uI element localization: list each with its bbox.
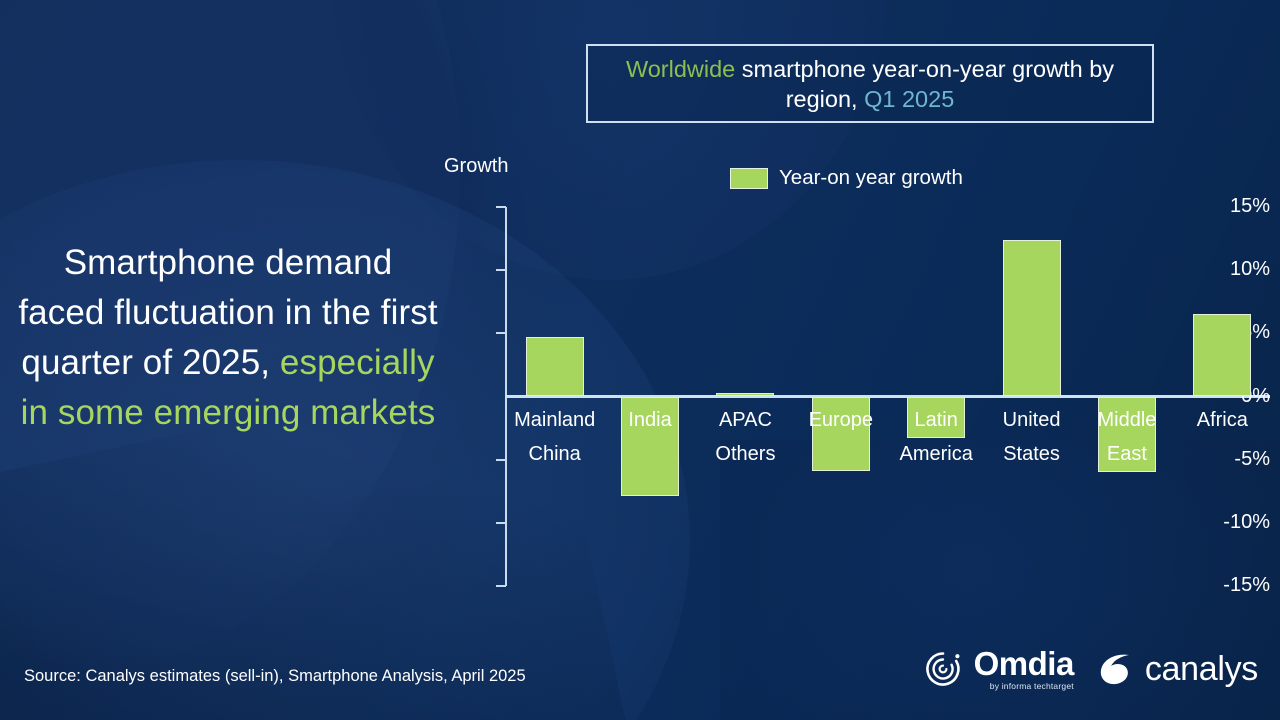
bar[interactable] (907, 396, 966, 439)
bar-group[interactable]: Europe (809, 207, 873, 586)
bar-group[interactable]: Middle East (1097, 207, 1156, 586)
chart-legend: Year-on year growth (730, 166, 963, 190)
bar-category-label-line: States (1003, 442, 1060, 465)
omdia-tagline: by informa techtarget (989, 681, 1074, 692)
headline: Smartphone demand faced fluctuation in t… (18, 238, 438, 438)
omdia-logo: Omdia by informa techtarget (921, 647, 1074, 691)
bar-category-label-line: APAC (718, 408, 772, 431)
background-corner-shape (720, 440, 1280, 720)
logo-group: Omdia by informa techtarget canalys (921, 640, 1258, 698)
y-axis-tick-label: 10% (1229, 258, 1270, 281)
plot-area: 15% 10% 5% 0% -5% -10% -15% Mainland China India… (440, 155, 1270, 605)
headline-white-text: Smartphone demand faced fluctuation in t… (18, 243, 438, 382)
zero-baseline (505, 395, 1270, 398)
bar-category-label-line: United (1002, 408, 1061, 431)
bar-category-label-line: China (528, 442, 581, 465)
bar[interactable] (1097, 396, 1156, 473)
bars-container: Mainland China India APAC Others Europe Latin A… (507, 207, 1270, 586)
y-axis-tick-label: -5% (1234, 447, 1270, 470)
bar-group[interactable]: APAC Others (715, 207, 775, 586)
source-note: Source: Canalys estimates (sell-in), Sma… (24, 667, 526, 685)
bar-group[interactable]: Africa (1193, 207, 1252, 586)
chart-title: Worldwide smartphone year-on-year growth… (588, 54, 1152, 114)
bar-category-label: United States (977, 403, 1087, 471)
bar[interactable] (621, 396, 680, 497)
bar[interactable] (1193, 314, 1252, 397)
y-axis-tick-mark (496, 206, 506, 208)
headline-green-text: especially in some emerging markets (20, 343, 436, 432)
canalys-logo: canalys (1096, 650, 1258, 689)
bar-category-label: Africa (1167, 403, 1277, 437)
bar-group[interactable]: Mainland China (514, 207, 595, 586)
y-axis-caption: Growth (444, 155, 509, 177)
bar-category-label: Mainland China (500, 403, 610, 471)
y-axis-tick-label: -15% (1223, 574, 1270, 596)
bar[interactable] (525, 337, 584, 397)
canalys-mark-icon (1100, 654, 1129, 685)
y-axis-tick-mark (496, 332, 506, 335)
legend-swatch-green (730, 167, 768, 189)
chart-title-green: Worldwide (625, 55, 736, 82)
bar-category-label: APAC Others (690, 403, 800, 471)
y-axis-tick-label: 15% (1229, 195, 1270, 217)
y-axis-tick-mark (496, 458, 506, 461)
bar[interactable] (811, 396, 870, 472)
bar-category-label-line: America (899, 442, 973, 465)
bar[interactable] (716, 392, 775, 397)
chart-title-box: Worldwide smartphone year-on-year growth… (586, 44, 1154, 123)
canalys-name: canalys (1144, 649, 1258, 688)
bar-category-label-line: Mainland (514, 408, 596, 431)
bar-category-label-line: Africa (1196, 408, 1248, 431)
bar[interactable] (1002, 239, 1061, 397)
bar-category-label-line: Others (715, 442, 776, 465)
bar-group[interactable]: United States (1002, 207, 1061, 586)
bar-group[interactable]: India (621, 207, 680, 586)
y-axis-tick-mark (496, 585, 506, 587)
chart-title-period: Q1 2025 (864, 85, 955, 112)
bar-chart: Growth Year-on year growth 15% 10% 5% 0% -5%… (440, 155, 1270, 605)
legend-label: Year-on year growth (779, 166, 963, 189)
omdia-name: Omdia (973, 645, 1075, 683)
bar-group[interactable]: Latin America (900, 207, 973, 586)
y-axis-tick-mark (496, 521, 506, 524)
omdia-mark-icon (925, 652, 960, 686)
omdia-wordmark: Omdia by informa techtarget (973, 645, 1075, 692)
chart-title-white: smartphone year-on-year growth by region… (735, 55, 1115, 112)
y-axis-tick-mark (496, 269, 506, 272)
y-axis-tick-label: -10% (1223, 510, 1270, 533)
